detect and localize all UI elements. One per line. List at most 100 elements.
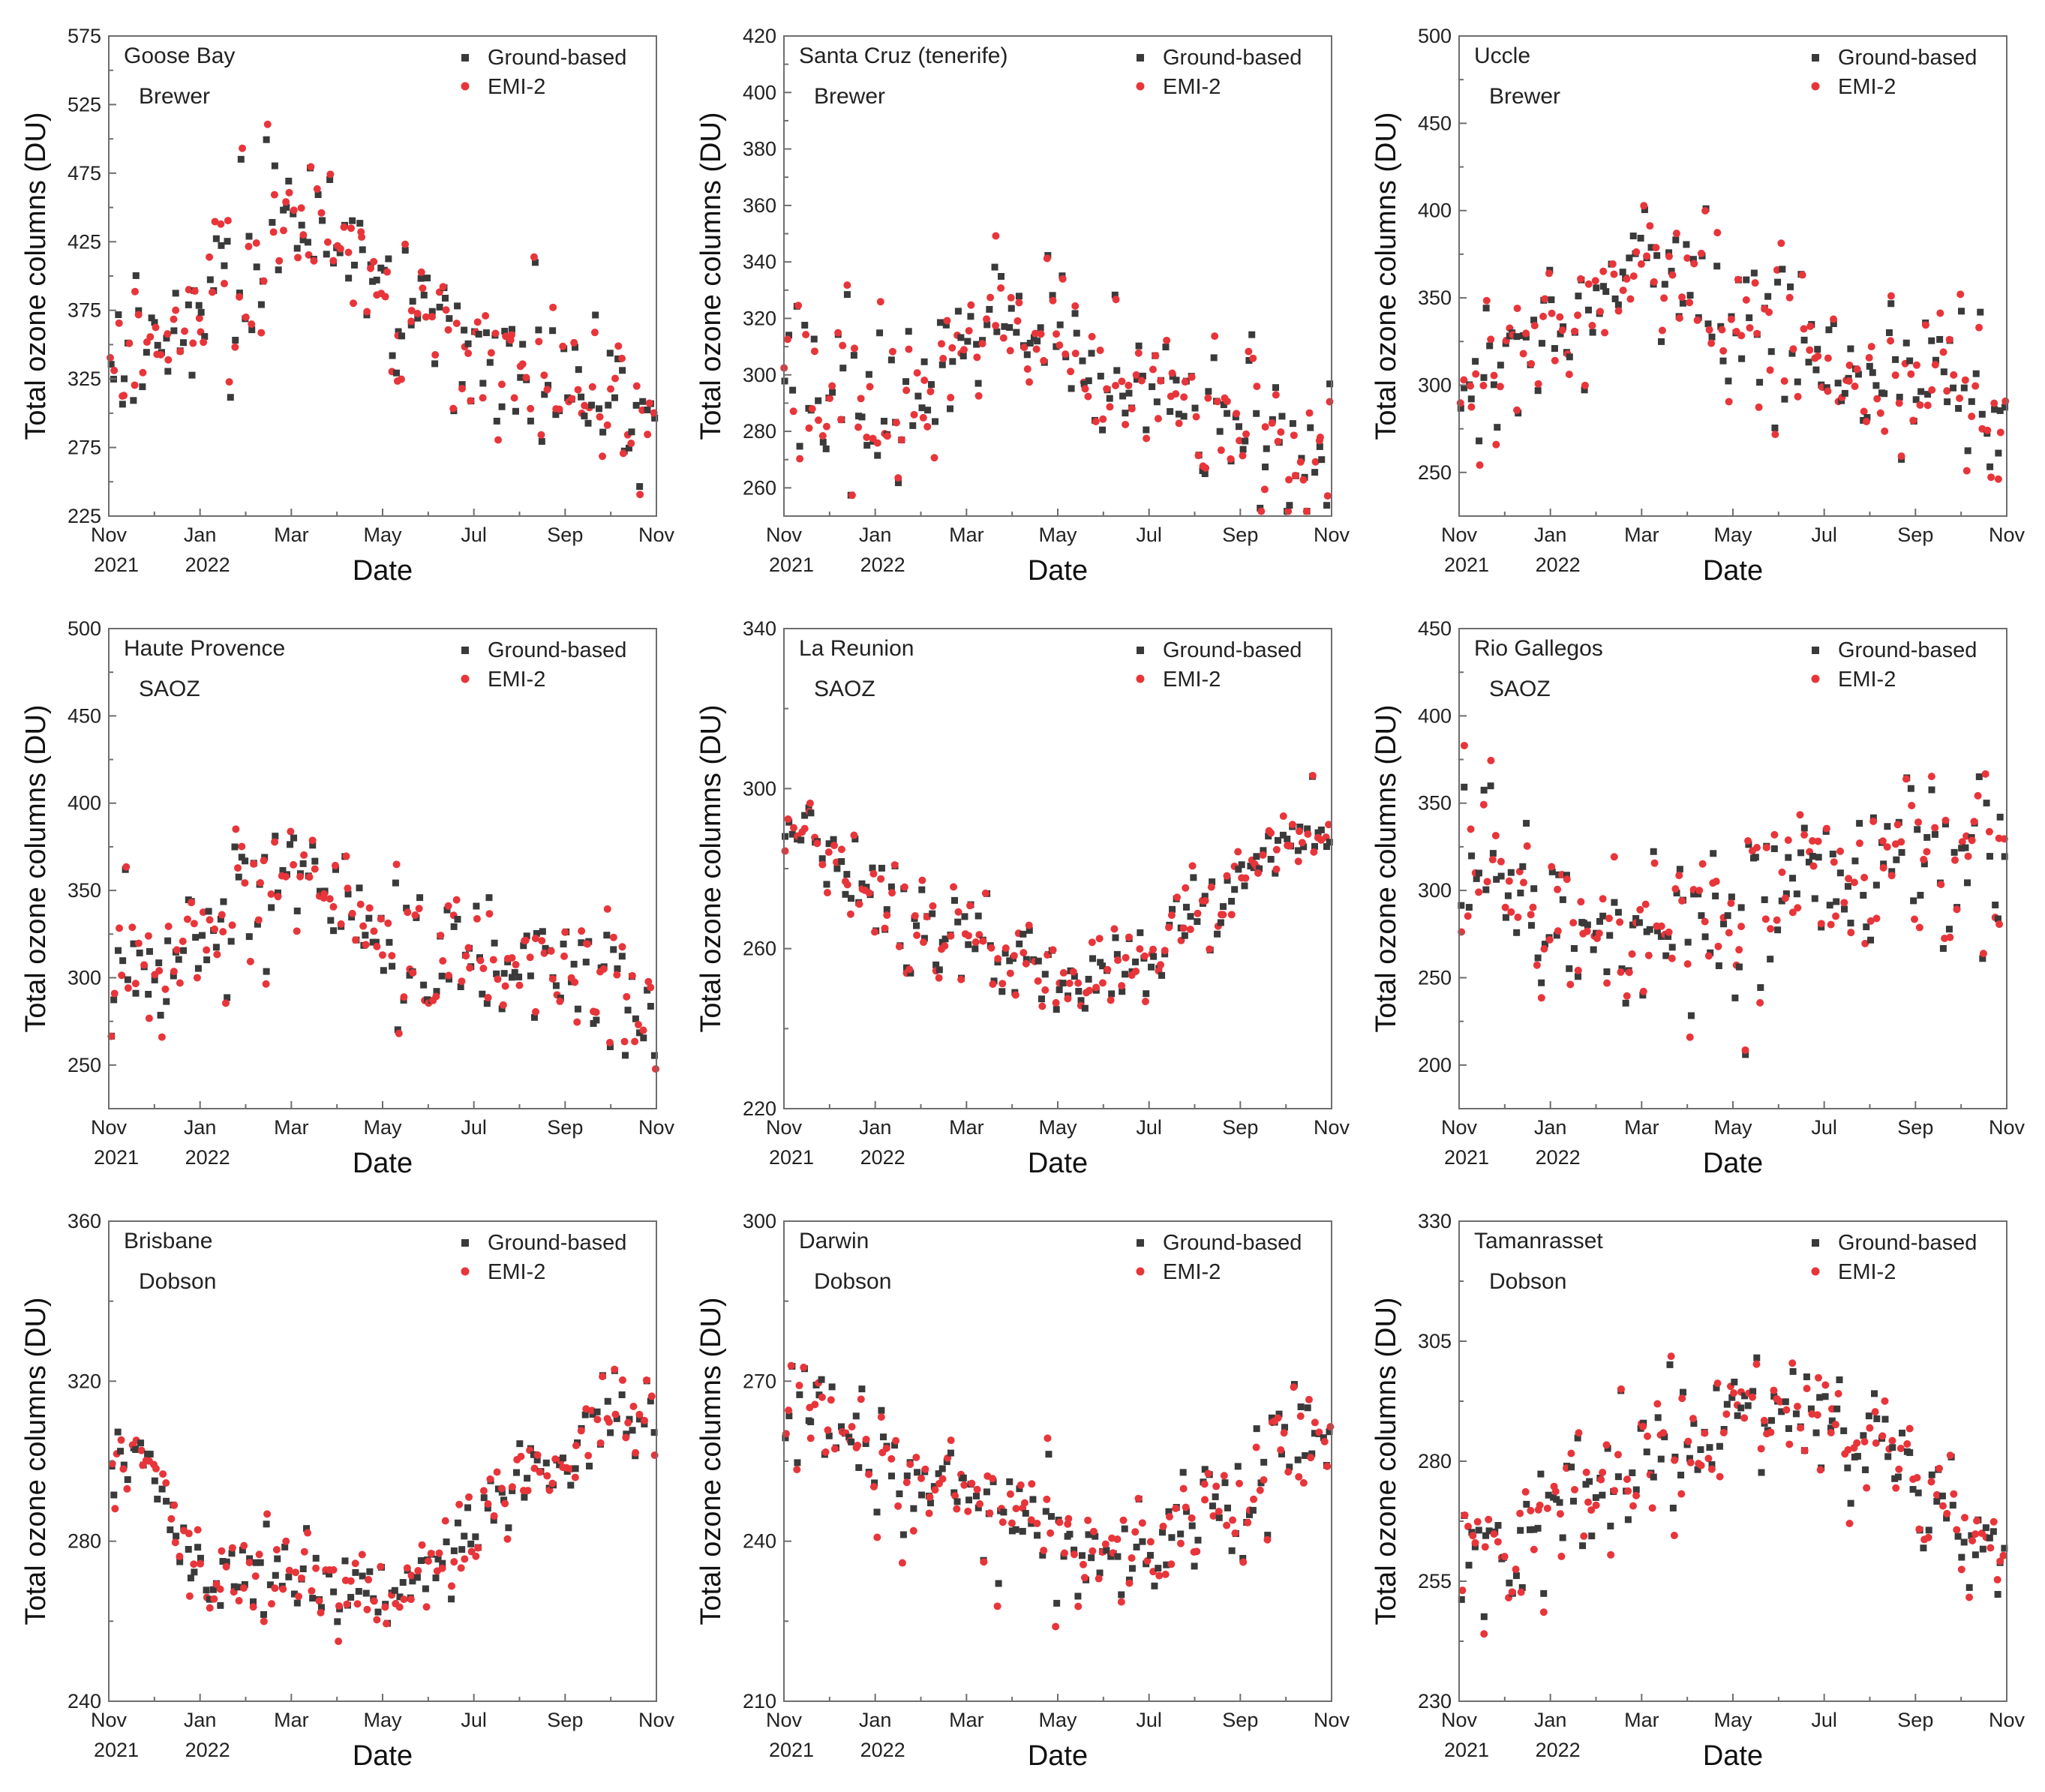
ground-based-point bbox=[221, 262, 228, 269]
emi2-point bbox=[1803, 1385, 1811, 1393]
emi2-point bbox=[1923, 401, 1932, 410]
ground-based-point bbox=[130, 940, 137, 947]
emi2-point bbox=[975, 931, 983, 939]
ground-based-point bbox=[542, 1459, 550, 1466]
ground-based-point bbox=[1556, 1499, 1563, 1506]
emi2-point bbox=[329, 1565, 338, 1574]
ground-based-point bbox=[603, 932, 611, 939]
emi2-point bbox=[1469, 1532, 1477, 1540]
emi2-point bbox=[1037, 330, 1045, 338]
ground-based-point bbox=[635, 1415, 643, 1423]
ground-based-point bbox=[386, 938, 393, 946]
emi2-point bbox=[1937, 881, 1945, 889]
ground-based-point bbox=[1486, 342, 1494, 350]
emi2-point bbox=[1065, 1514, 1073, 1523]
emi2-point bbox=[1122, 953, 1130, 962]
emi2-point bbox=[383, 268, 392, 276]
ground-based-point bbox=[401, 247, 409, 254]
emi2-point bbox=[1146, 1538, 1155, 1546]
emi2-point bbox=[484, 1500, 492, 1508]
emi2-point bbox=[834, 329, 842, 337]
ground-based-point bbox=[1977, 308, 1984, 316]
emi2-point bbox=[1577, 898, 1585, 906]
ground-based-point bbox=[843, 871, 851, 878]
emi2-point bbox=[1325, 821, 1333, 829]
x-tick-year-label: 2022 bbox=[860, 1739, 905, 1761]
emi2-point bbox=[1223, 398, 1231, 406]
ground-based-point bbox=[1677, 1471, 1685, 1478]
emi2-point bbox=[1751, 279, 1759, 287]
ground-based-point bbox=[201, 333, 209, 341]
emi2-point bbox=[1628, 950, 1636, 958]
emi2-point bbox=[279, 227, 287, 235]
x-tick-label: Jan bbox=[184, 1116, 217, 1139]
emi2-point bbox=[1223, 1521, 1231, 1529]
emi2-point bbox=[457, 1564, 465, 1572]
ground-based-point bbox=[1586, 1478, 1593, 1485]
ground-based-point bbox=[1920, 860, 1928, 868]
emi2-point bbox=[898, 1559, 906, 1567]
y-tick-label: 475 bbox=[68, 162, 101, 185]
ground-based-point bbox=[432, 1574, 440, 1582]
emi2-point bbox=[578, 927, 586, 935]
ground-based-point bbox=[1298, 455, 1305, 462]
ground-based-point bbox=[1607, 1522, 1614, 1529]
x-tick-label: Nov bbox=[1314, 1116, 1350, 1139]
emi2-point bbox=[274, 893, 282, 901]
emi2-point bbox=[1644, 951, 1653, 959]
emi2-point bbox=[1194, 909, 1202, 917]
emi2-point bbox=[308, 1586, 316, 1595]
ground-based-point bbox=[1135, 342, 1143, 350]
emi2-point bbox=[1079, 1560, 1087, 1568]
emi2-point bbox=[848, 491, 856, 500]
ground-based-point bbox=[1906, 1449, 1914, 1457]
emi2-point bbox=[282, 872, 290, 881]
ground-based-point bbox=[1231, 886, 1239, 893]
x-tick-label: Mar bbox=[1624, 1116, 1659, 1139]
ground-based-point bbox=[1311, 1430, 1318, 1437]
ground-based-point bbox=[433, 988, 440, 995]
ground-based-point bbox=[1658, 338, 1665, 345]
ground-based-point bbox=[863, 442, 871, 449]
ground-based-point bbox=[1006, 1478, 1013, 1485]
ground-based-point bbox=[1884, 823, 1891, 830]
ground-based-point bbox=[1001, 323, 1008, 330]
ground-based-point bbox=[170, 972, 177, 980]
emi2-point bbox=[292, 1568, 300, 1577]
emi2-point bbox=[267, 890, 275, 899]
emi2-point bbox=[986, 293, 995, 302]
emi2-point bbox=[947, 932, 955, 940]
emi2-point bbox=[572, 1442, 580, 1450]
emi2-point bbox=[1523, 842, 1531, 850]
ground-based-point bbox=[1737, 1404, 1745, 1412]
emi2-point bbox=[461, 1555, 469, 1563]
chart-panel-goose-bay: 225 275 325 375 425 475 525 575 Nov 2021 Jan 2022 Ma… bbox=[0, 0, 681, 593]
x-tick-label: Jan bbox=[1534, 524, 1567, 546]
ground-based-point bbox=[1793, 890, 1800, 898]
ground-based-point bbox=[121, 375, 128, 383]
y-tick-label: 300 bbox=[743, 364, 776, 386]
emi2-point bbox=[1970, 818, 1978, 826]
ground-based-point bbox=[420, 291, 428, 299]
ground-based-point bbox=[1235, 423, 1242, 431]
emi2-point bbox=[1234, 848, 1242, 856]
ground-based-point bbox=[1253, 853, 1260, 860]
ground-based-point bbox=[431, 360, 439, 368]
emi2-point bbox=[494, 436, 503, 444]
emi2-point bbox=[176, 347, 185, 356]
emi2-point bbox=[1953, 905, 1961, 914]
ground-based-point bbox=[458, 381, 466, 389]
ground-based-point bbox=[1119, 988, 1126, 995]
emi2-point bbox=[1981, 770, 1989, 778]
x-tick-year-label: 2021 bbox=[94, 1739, 139, 1761]
emi2-point bbox=[305, 873, 314, 881]
ground-based-point bbox=[1108, 990, 1116, 998]
ground-based-point bbox=[1158, 971, 1166, 979]
emi2-point bbox=[622, 1433, 630, 1442]
ground-based-point bbox=[1943, 1514, 1950, 1522]
emi2-point bbox=[473, 318, 482, 326]
emi2-point bbox=[282, 1537, 290, 1545]
emi2-point bbox=[1892, 1484, 1900, 1492]
ground-based-point bbox=[1530, 317, 1538, 324]
